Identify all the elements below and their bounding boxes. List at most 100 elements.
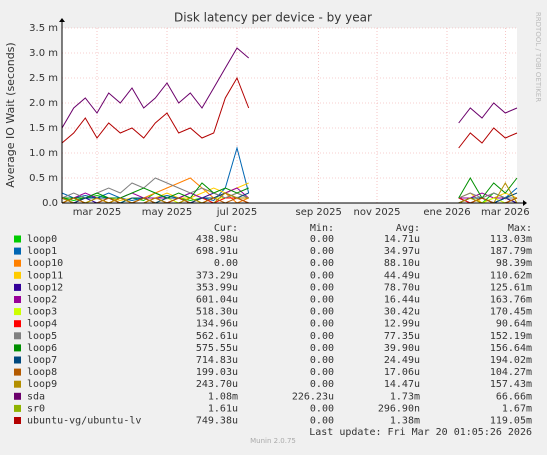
legend-label: loop10 [27, 258, 63, 269]
legend-value: 24.49u [384, 355, 420, 366]
legend-swatch [14, 368, 21, 376]
legend-label: sr0 [27, 403, 45, 414]
legend-swatch [14, 417, 21, 424]
column-header: Avg: [396, 223, 420, 234]
x-tick-label: may 2025 [142, 207, 192, 218]
legend-value: 156.64m [490, 343, 532, 354]
legend-value: 0.00 [310, 343, 334, 354]
legend-value: 17.06u [384, 367, 420, 378]
legend-value: 373.29u [196, 270, 238, 281]
legend-value: 749.38u [196, 416, 238, 427]
legend-label: loop12 [27, 282, 63, 293]
chart-title: Disk latency per device - by year [174, 11, 372, 25]
legend-value: 438.98u [196, 234, 238, 245]
series-line [61, 47, 518, 129]
x-tick-label: sep 2025 [295, 207, 341, 218]
legend-value: 12.99u [384, 319, 420, 330]
legend-label: loop2 [27, 295, 57, 306]
legend-value: 0.00 [214, 258, 238, 269]
legend-label: loop6 [27, 343, 57, 354]
column-header: Min: [310, 223, 334, 234]
legend-value: 353.99u [196, 282, 238, 293]
legend-value: 39.90u [384, 343, 420, 354]
column-header: Max: [508, 223, 532, 234]
legend-value: 0.00 [310, 258, 334, 269]
legend-value: 110.62m [490, 270, 532, 281]
legend-value: 296.90n [378, 403, 420, 414]
footer: Munin 2.0.75 [250, 437, 296, 445]
legend-value: 1.73m [390, 391, 420, 402]
last-update: Last update: Fri Mar 20 01:05:26 2026 [309, 427, 532, 438]
legend-swatch [14, 296, 21, 303]
legend-swatch [14, 356, 21, 364]
legend-value: 78.70u [384, 282, 420, 293]
legend-value: 0.00 [310, 295, 334, 306]
x-tick-label: nov 2025 [353, 207, 400, 218]
series-line [62, 177, 518, 199]
legend-value: 34.97u [384, 246, 420, 257]
legend-value: 199.03u [196, 367, 238, 378]
y-arrow [59, 18, 65, 22]
legend-value: 163.76m [490, 295, 532, 306]
legend-value: 88.10u [384, 258, 420, 269]
legend-value: 14.71u [384, 234, 420, 245]
legend-value: 698.91u [196, 246, 238, 257]
plot-area [62, 28, 517, 203]
column-header: Cur: [214, 223, 238, 234]
y-axis-label: Average IO Wait (seconds) [4, 42, 17, 187]
legend-label: loop0 [27, 234, 57, 245]
legend-swatch [14, 247, 21, 255]
legend-swatch [14, 404, 21, 412]
series-line [61, 76, 518, 149]
y-tick-label: 1.0 m [29, 148, 58, 159]
legend-label: loop11 [27, 270, 63, 281]
legend-value: 16.44u [384, 295, 420, 306]
x-tick-label: jul 2025 [216, 207, 258, 218]
legend-value: 152.19m [490, 331, 532, 342]
legend-value: 0.00 [310, 319, 334, 330]
legend-value: 170.45m [490, 307, 532, 318]
legend-value: 44.49u [384, 270, 420, 281]
legend-label: sda [27, 391, 45, 402]
y-tick-label: 3.0 m [29, 48, 58, 59]
legend-value: 0.00 [310, 307, 334, 318]
legend-value: 1.08m [208, 391, 238, 402]
y-tick-label: 0.0 [42, 198, 58, 209]
legend-value: 1.38m [390, 416, 420, 427]
legend-value: 0.00 [310, 270, 334, 281]
legend-value: 98.39m [496, 258, 532, 269]
legend-value: 0.00 [310, 355, 334, 366]
legend-value: 0.00 [310, 403, 334, 414]
legend-swatch [14, 392, 21, 400]
legend-value: 0.00 [310, 234, 334, 245]
legend-swatch [14, 235, 21, 243]
legend-value: 187.79m [490, 246, 532, 257]
legend-value: 119.05m [490, 416, 532, 427]
legend-swatch [14, 259, 21, 267]
x-tick-label: mar 2025 [73, 207, 122, 218]
legend-value: 0.00 [310, 282, 334, 293]
legend-label: loop7 [27, 355, 57, 366]
legend-value: 66.66m [496, 391, 532, 402]
legend-value: 125.61m [490, 282, 532, 293]
legend-value: 104.27m [490, 367, 532, 378]
legend-label: loop4 [27, 319, 57, 330]
x-tick-label: mar 2026 [481, 207, 530, 218]
legend-label: loop9 [27, 379, 57, 390]
legend-value: 194.02m [490, 355, 532, 366]
legend-label: loop8 [27, 367, 57, 378]
legend-value: 157.43m [490, 379, 532, 390]
y-tick-label: 2.0 m [29, 98, 58, 109]
legend-value: 1.67m [502, 403, 532, 414]
legend-swatch [14, 271, 21, 279]
legend-value: 243.70u [196, 379, 238, 390]
legend-swatch [14, 380, 21, 388]
legend-value: 562.61u [196, 331, 238, 342]
y-tick-label: 3.5 m [29, 23, 58, 34]
y-tick-label: 1.5 m [29, 123, 58, 134]
legend-swatch [14, 308, 21, 316]
legend-label: ubuntu-vg/ubuntu-lv [27, 416, 141, 427]
legend-swatch [14, 344, 21, 352]
legend-value: 90.64m [496, 319, 532, 330]
